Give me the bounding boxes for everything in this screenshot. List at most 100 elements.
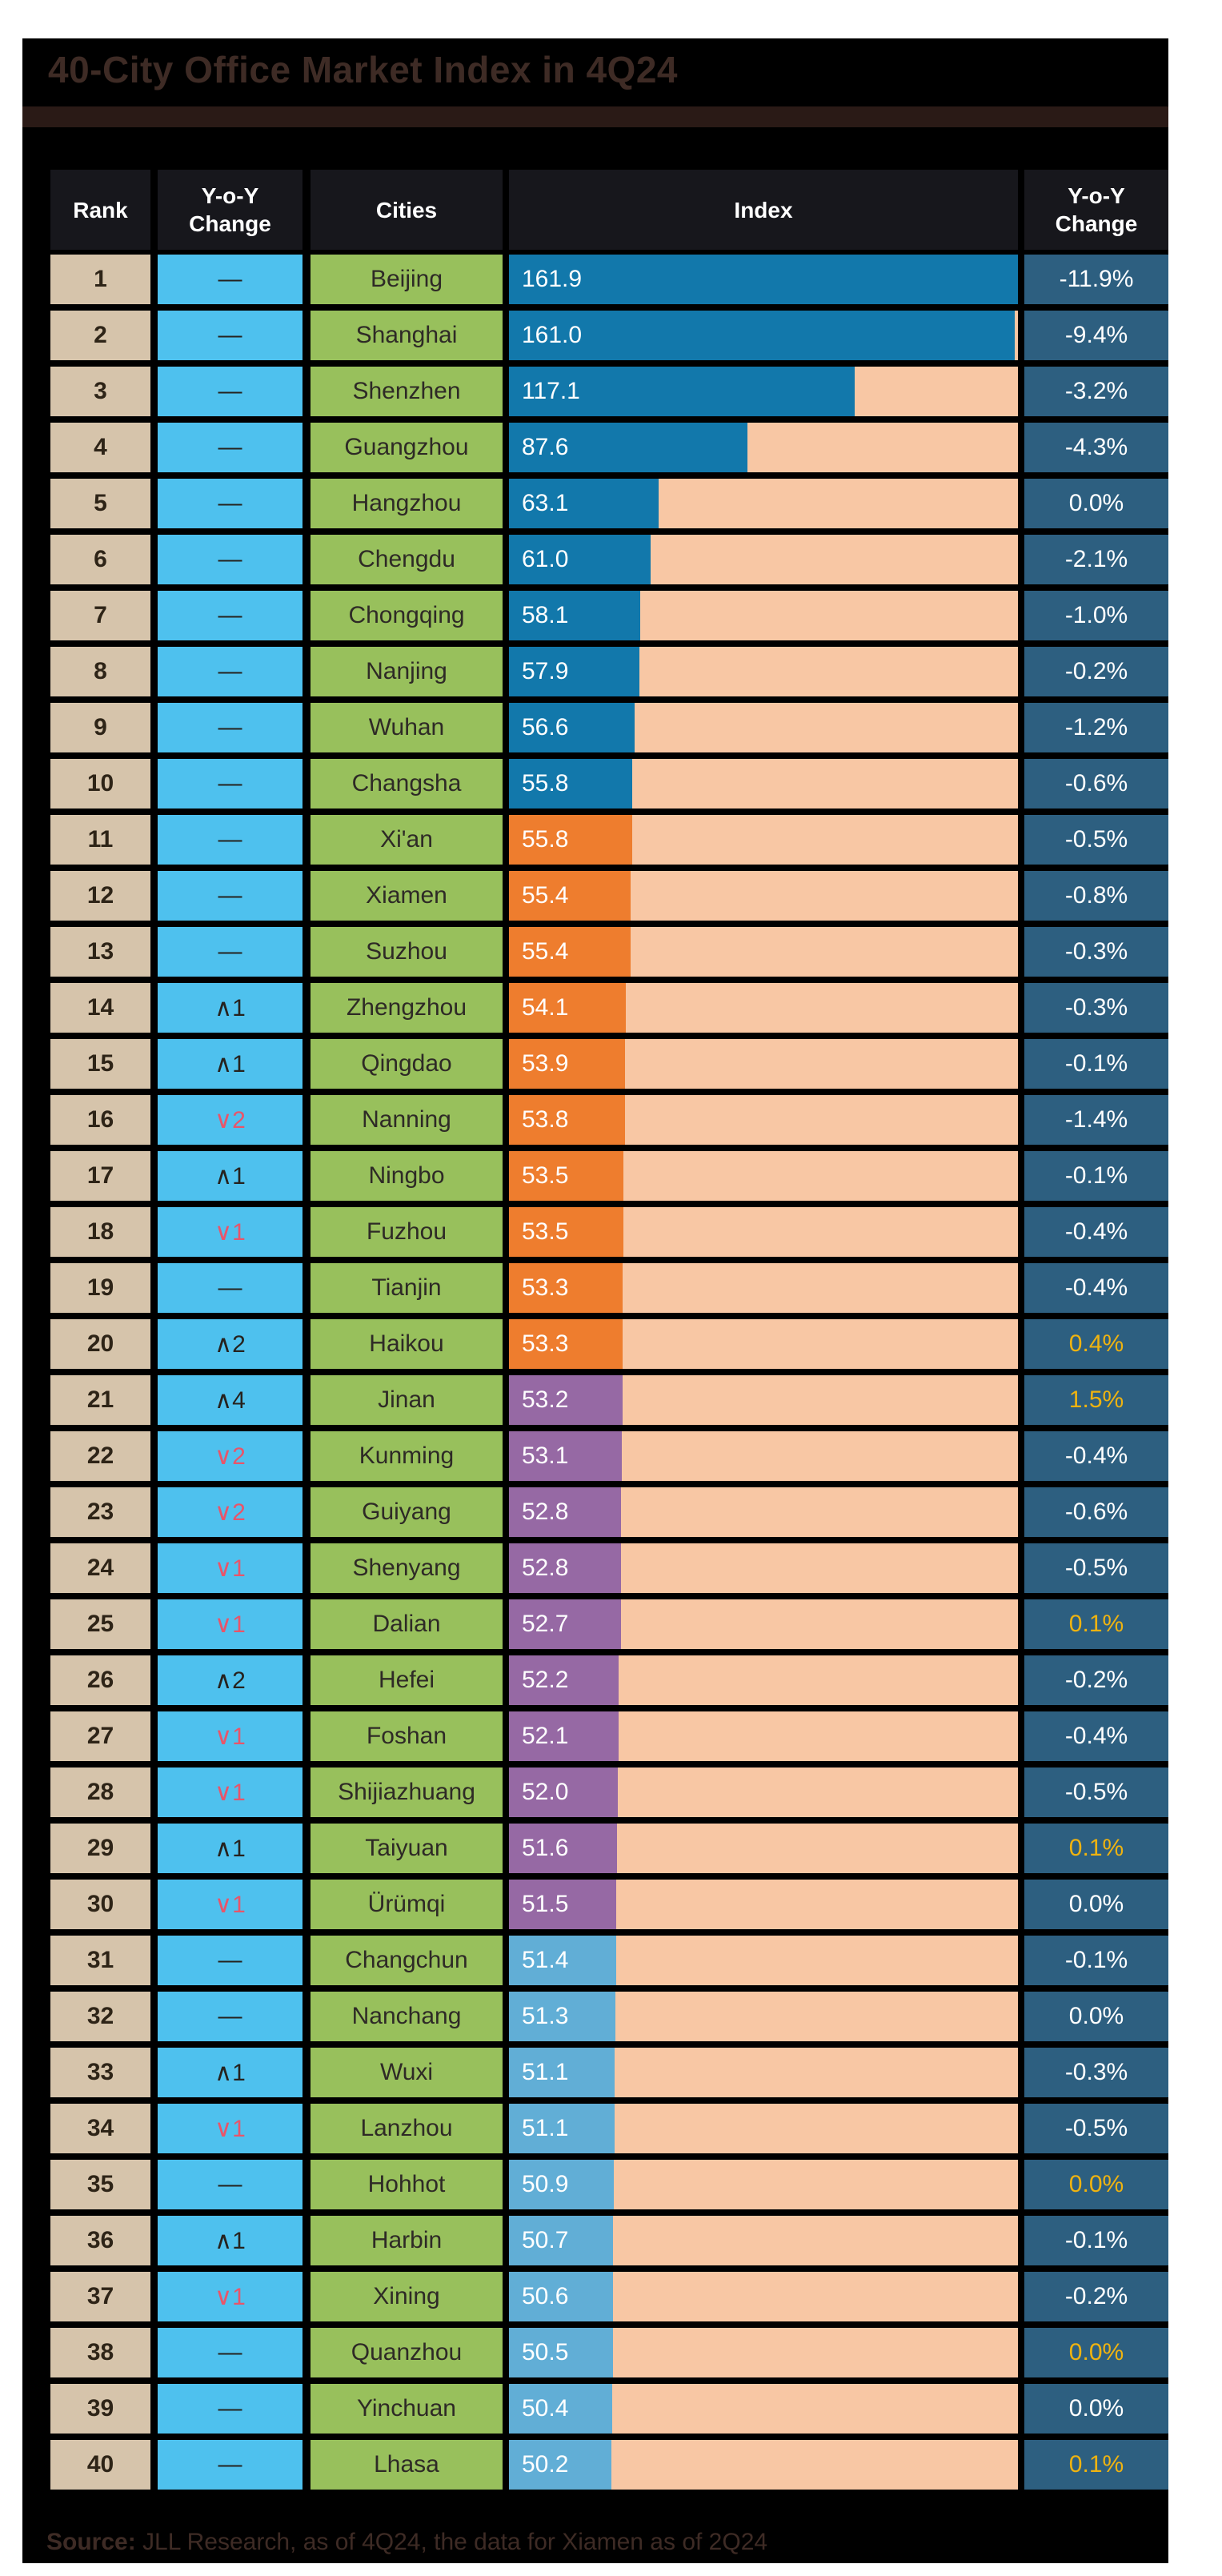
city-label: Kunming	[311, 1431, 503, 1481]
table-row: 23 ∨2 Guiyang 52.8 -0.6%	[50, 1487, 1168, 1537]
city-label: Foshan	[311, 1711, 503, 1761]
yoy-value: -0.2%	[1064, 658, 1128, 684]
table-row: 37 ∨1 Xining 50.6 -0.2%	[50, 2272, 1168, 2321]
rank-move: —	[158, 1992, 302, 2041]
city-label: Changsha	[311, 759, 503, 809]
table-row: 38 — Quanzhou 50.5 0.0%	[50, 2328, 1168, 2377]
yoy-value: -0.4%	[1064, 1274, 1128, 1301]
city-label: Shanghai	[311, 311, 503, 360]
table-row: 18 ∨1 Fuzhou 53.5 -0.4%	[50, 1207, 1168, 1257]
yoy-cell: -11.9%	[1024, 255, 1168, 304]
city-label: Chongqing	[311, 591, 503, 640]
index-bar	[509, 1431, 623, 1481]
rank-move: ∨1	[158, 1207, 302, 1257]
rank-value: 2	[50, 311, 150, 360]
index-bar-cell: 51.6	[509, 1824, 1018, 1873]
table-row: 8 — Nanjing 57.9 -0.2%	[50, 647, 1168, 696]
rank-move: —	[158, 1263, 302, 1313]
header-rank: Rank	[50, 170, 150, 250]
yoy-value: -0.6%	[1064, 770, 1128, 796]
index-bar	[509, 2104, 615, 2153]
rank-move: —	[158, 1936, 302, 1985]
yoy-cell: -0.5%	[1024, 815, 1168, 865]
yoy-value: 0.4%	[1068, 1330, 1124, 1357]
index-value: 161.0	[522, 322, 583, 348]
index-bar-cell: 50.4	[509, 2384, 1018, 2434]
rank-value: 24	[50, 1543, 150, 1593]
index-bar	[509, 759, 632, 809]
table-row: 12 — Xiamen 55.4 -0.8%	[50, 871, 1168, 921]
index-bar	[509, 1039, 625, 1089]
index-bar-cell: 57.9	[509, 647, 1018, 696]
index-value: 52.2	[522, 1667, 569, 1693]
rank-move: ∨1	[158, 1711, 302, 1761]
yoy-value: -0.1%	[1064, 1162, 1128, 1189]
rank-value: 5	[50, 479, 150, 528]
index-value: 52.1	[522, 1723, 569, 1749]
yoy-value: 0.0%	[1068, 2395, 1124, 2422]
yoy-value: 0.0%	[1068, 2339, 1124, 2365]
rank-move: ∧1	[158, 1824, 302, 1873]
table-row: 20 ∧2 Haikou 53.3 0.4%	[50, 1319, 1168, 1369]
index-bar	[509, 1543, 622, 1593]
yoy-value: -0.4%	[1064, 1723, 1128, 1749]
index-bar-cell: 55.8	[509, 815, 1018, 865]
rank-move: —	[158, 2440, 302, 2490]
table-row: 6 — Chengdu 61.0 -2.1%	[50, 535, 1168, 584]
yoy-value: -0.5%	[1064, 1555, 1128, 1581]
city-label: Ningbo	[311, 1151, 503, 1201]
table-row: 10 — Changsha 55.8 -0.6%	[50, 759, 1168, 809]
yoy-cell: 1.5%	[1024, 1375, 1168, 1425]
yoy-cell: 0.1%	[1024, 2440, 1168, 2490]
city-label: Xiamen	[311, 871, 503, 921]
table-row: 40 — Lhasa 50.2 0.1%	[50, 2440, 1168, 2490]
city-label: Zhengzhou	[311, 983, 503, 1033]
yoy-cell: 0.0%	[1024, 479, 1168, 528]
yoy-value: 1.5%	[1068, 1386, 1124, 1413]
yoy-value: 0.1%	[1068, 2451, 1124, 2478]
rank-move: ∨1	[158, 1543, 302, 1593]
city-label: Guangzhou	[311, 423, 503, 472]
table-row: 21 ∧4 Jinan 53.2 1.5%	[50, 1375, 1168, 1425]
yoy-value: -9.4%	[1064, 322, 1128, 348]
index-value: 52.8	[522, 1555, 569, 1581]
index-bar	[509, 1599, 621, 1649]
rank-value: 39	[50, 2384, 150, 2434]
table-row: 11 — Xi'an 55.8 -0.5%	[50, 815, 1168, 865]
index-bar-cell: 117.1	[509, 367, 1018, 416]
index-bar-cell: 61.0	[509, 535, 1018, 584]
yoy-cell: -0.1%	[1024, 1936, 1168, 1985]
yoy-cell: -0.4%	[1024, 1207, 1168, 1257]
rank-value: 37	[50, 2272, 150, 2321]
yoy-cell: -0.8%	[1024, 871, 1168, 921]
index-bar	[509, 1207, 624, 1257]
table-row: 17 ∧1 Ningbo 53.5 -0.1%	[50, 1151, 1168, 1201]
yoy-cell: 0.0%	[1024, 1992, 1168, 2041]
index-bar	[509, 2216, 614, 2265]
rank-value: 17	[50, 1151, 150, 1201]
table-row: 28 ∨1 Shijiazhuang 52.0 -0.5%	[50, 1767, 1168, 1817]
index-value: 53.3	[522, 1330, 569, 1357]
table-row: 29 ∧1 Taiyuan 51.6 0.1%	[50, 1824, 1168, 1873]
index-bar-cell: 55.4	[509, 927, 1018, 977]
rank-move: ∨1	[158, 2104, 302, 2153]
table-row: 9 — Wuhan 56.6 -1.2%	[50, 703, 1168, 752]
index-bar	[509, 1824, 617, 1873]
index-value: 87.6	[522, 434, 569, 460]
header-cities: Cities	[311, 170, 503, 250]
index-bar-cell: 52.8	[509, 1543, 1018, 1593]
index-bar	[509, 2328, 613, 2377]
index-bar	[509, 367, 855, 416]
yoy-cell: -0.6%	[1024, 1487, 1168, 1537]
yoy-cell: 0.0%	[1024, 2328, 1168, 2377]
rank-move: ∧2	[158, 1319, 302, 1369]
yoy-value: -0.1%	[1064, 1947, 1128, 1973]
city-label: Dalian	[311, 1599, 503, 1649]
yoy-value: 0.1%	[1068, 1611, 1124, 1637]
table-row: 3 — Shenzhen 117.1 -3.2%	[50, 367, 1168, 416]
index-value: 161.9	[522, 266, 583, 292]
index-value: 53.5	[522, 1162, 569, 1189]
index-bar	[509, 2440, 612, 2490]
yoy-value: -0.2%	[1064, 2283, 1128, 2309]
rank-value: 38	[50, 2328, 150, 2377]
